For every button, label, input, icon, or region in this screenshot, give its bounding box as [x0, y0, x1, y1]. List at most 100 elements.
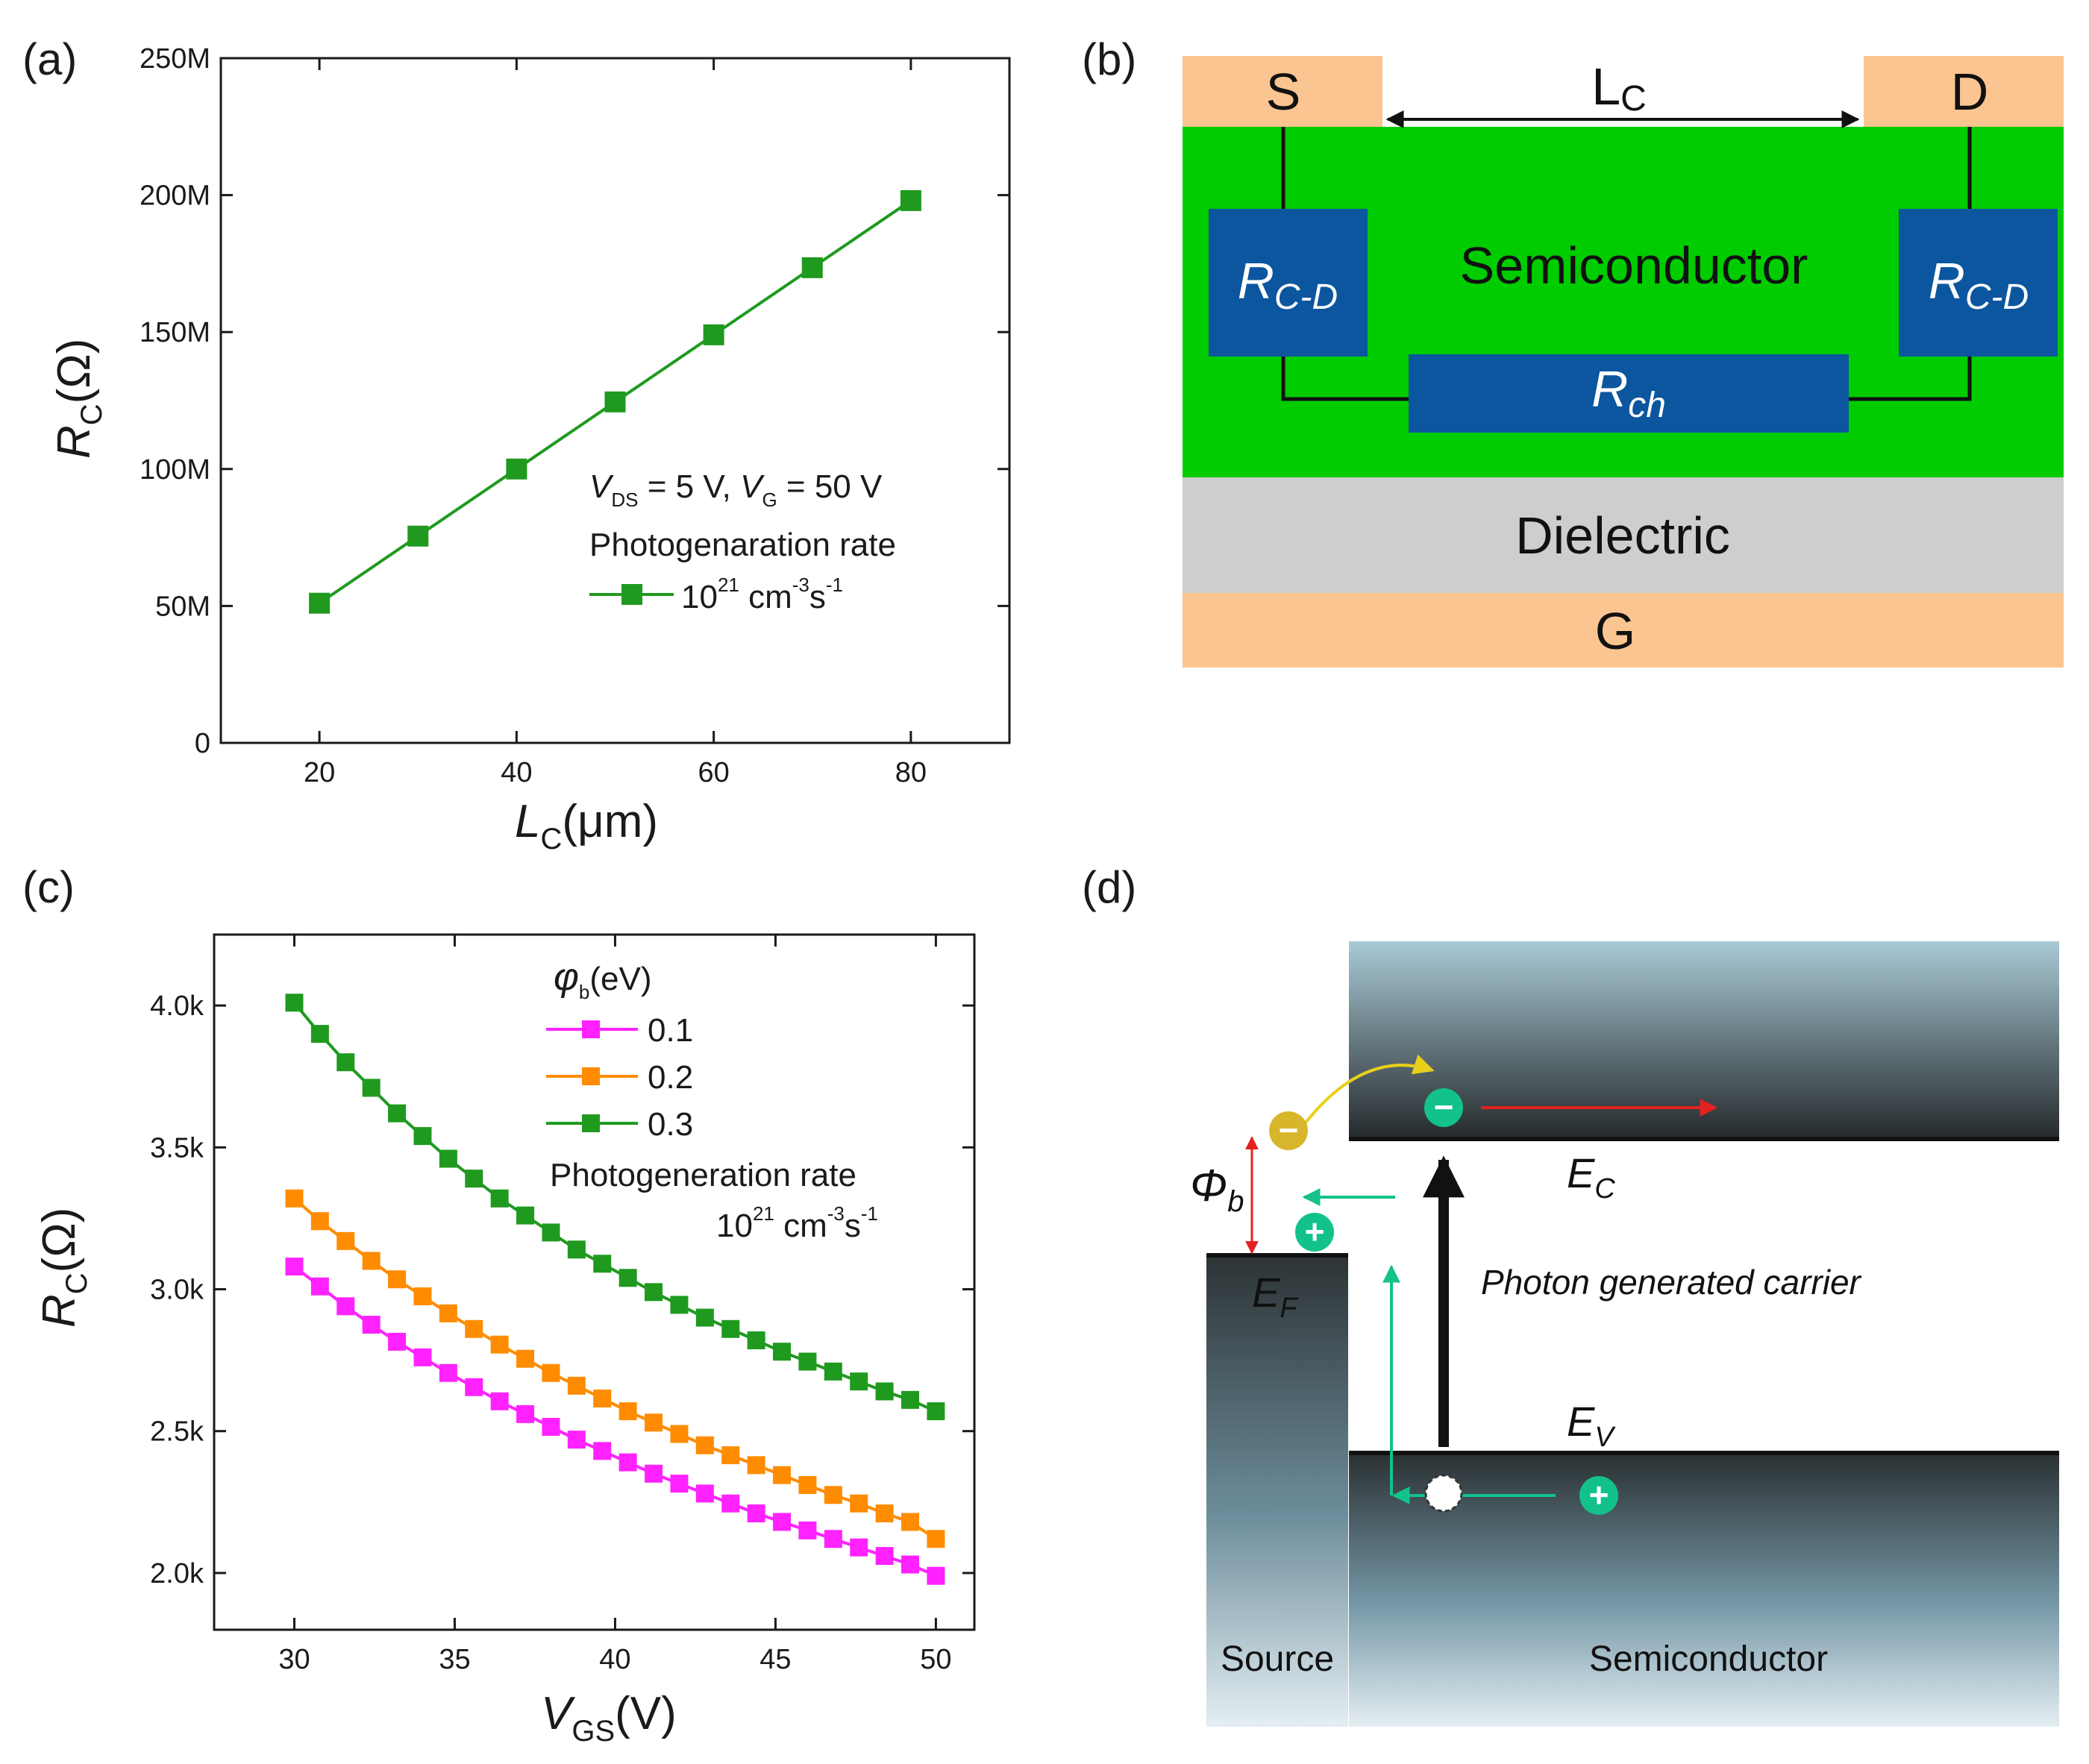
chart-c-point — [824, 1486, 842, 1504]
chart-c-point — [285, 994, 304, 1012]
chart-c-point — [670, 1475, 689, 1493]
hole-at-barrier-sign: + — [1305, 1212, 1325, 1251]
leg-a-exp2: -3 — [792, 574, 809, 596]
chart-c-point — [593, 1442, 612, 1460]
chart-c-point — [695, 1308, 714, 1327]
panel-a-label: (a) — [22, 34, 77, 84]
chart-a-ytick-label: 150M — [140, 317, 210, 348]
chart-c-point — [618, 1269, 637, 1287]
dielectric-layer — [1183, 477, 2064, 593]
dielectric-label: Dielectric — [1515, 506, 1730, 565]
c-xlabel-unit: (V) — [615, 1688, 677, 1739]
panel-b-label: (b) — [1082, 34, 1136, 84]
c-ylabel-unit: (Ω) — [34, 1208, 85, 1273]
emitted-electron-sign: − — [1279, 1111, 1299, 1149]
rch-sub: ch — [1628, 386, 1666, 425]
chart-c-point — [901, 1513, 920, 1531]
chart-a-ytick-label: 100M — [140, 454, 210, 486]
ev-sub: V — [1594, 1422, 1616, 1453]
chart-c-point — [516, 1404, 535, 1423]
note-u2: s — [845, 1208, 861, 1244]
chart-c-xtick-label: 30 — [278, 1644, 310, 1675]
note-exp: 21 — [753, 1202, 774, 1225]
phi-main: Φ — [1190, 1161, 1227, 1211]
leg-a-u2: s — [809, 579, 826, 615]
chart-c-point — [542, 1418, 560, 1437]
chart-c-point — [336, 1297, 355, 1316]
chart-a-markers — [309, 189, 921, 614]
panel-b: (b) S D LC RC-D RC-D Rch Semiconductor D… — [1082, 34, 2064, 668]
chart-a-ylabel: RC(Ω) — [48, 339, 108, 459]
chart-c-ytick-label: 2.0k — [150, 1558, 204, 1589]
emitted-electron — [1269, 1111, 1308, 1150]
hole-in-vb — [1579, 1476, 1618, 1515]
resistor-left-label: RC-D — [1238, 253, 1338, 317]
chart-c-point — [439, 1363, 457, 1382]
lc-sub: C — [1620, 79, 1647, 119]
chart-c-point — [850, 1372, 868, 1391]
annot-eq1: = 5 V, — [638, 468, 740, 505]
hole-in-vb-sign: + — [1589, 1475, 1609, 1514]
source-region-label: Source — [1221, 1639, 1334, 1679]
chart-c-series-line — [293, 1265, 937, 1578]
chart-c-point — [798, 1521, 817, 1539]
ev-main: E — [1567, 1398, 1595, 1445]
legend-phi-unit: (eV) — [589, 961, 651, 997]
annot-v2-sub: G — [762, 489, 777, 511]
chart-c-point — [465, 1170, 483, 1188]
chart-c-point — [413, 1127, 432, 1146]
annot-eq2: = 50 V — [777, 468, 883, 505]
chart-a-ytick-label: 0 — [195, 728, 210, 759]
legend-phi: φ — [554, 955, 579, 999]
chart-c-ticks: 30 35 40 45 50 2.0k 2.5k 3.0k 3.5k 4.0k — [150, 935, 974, 1675]
chart-a-legend-label: 1021 cm-3s-1 — [681, 574, 843, 615]
wire-left — [1281, 357, 1409, 401]
legend-label-0.3: 0.3 — [648, 1106, 693, 1143]
chart-c-point — [593, 1255, 612, 1273]
chart-c-point — [618, 1453, 637, 1472]
chart-c-point — [721, 1446, 740, 1465]
panel-d: (d) Φb EC EF EV Photon generated carrier… — [1082, 862, 2059, 1727]
chart-c-point — [773, 1343, 792, 1361]
chart-c-point — [542, 1223, 560, 1242]
note-e2: -3 — [827, 1202, 845, 1225]
ec-label: EC — [1567, 1149, 1615, 1205]
chart-c-ylabel: RC(Ω) — [34, 1208, 93, 1328]
chart-c-point — [388, 1332, 407, 1351]
chart-c-point — [388, 1270, 407, 1289]
chart-c-series-0.2 — [285, 1189, 945, 1548]
chart-c-xlabel: VGS(V) — [541, 1688, 677, 1748]
chart-c-point — [465, 1378, 483, 1396]
chart-a-ticks: 20 40 60 80 0 50M 100M 150M 200M 250M — [140, 43, 1009, 788]
resistor-channel-label: Rch — [1591, 361, 1666, 425]
chart-c-point — [670, 1296, 689, 1314]
chart-c-series-0.1 — [285, 1258, 945, 1585]
chart-c-point — [310, 1277, 329, 1296]
chart-c-point — [824, 1362, 842, 1381]
ec-main: E — [1567, 1149, 1595, 1196]
ef-main: E — [1252, 1269, 1280, 1316]
chart-a-ytick-label: 250M — [140, 43, 210, 75]
source-metal — [1206, 1255, 1348, 1727]
chart-c-legend: 0.1 0.2 0.3 — [546, 1012, 693, 1143]
hole-vacancy — [1424, 1474, 1463, 1513]
chart-c-point — [670, 1425, 689, 1443]
barrier-label: Φb — [1190, 1161, 1244, 1218]
chart-c-xtick-label: 40 — [599, 1644, 630, 1675]
wire-right — [1849, 357, 1972, 401]
hole-at-barrier — [1295, 1213, 1334, 1252]
lc-main: L — [1591, 57, 1620, 116]
electron-in-cb-sign: − — [1434, 1087, 1454, 1126]
chart-c-point — [567, 1431, 586, 1449]
chart-a-point — [604, 391, 626, 412]
chart-c-series-0.3 — [285, 994, 945, 1421]
chart-c-point — [773, 1513, 792, 1531]
chart-c-point — [465, 1319, 483, 1338]
chart-c-point — [310, 1025, 329, 1043]
chart-c-point — [747, 1456, 765, 1475]
chart-c-series — [285, 994, 945, 1585]
chart-c-point — [593, 1389, 612, 1407]
drain-label: D — [1951, 63, 1989, 121]
c-ylabel-sub: C — [60, 1272, 93, 1294]
